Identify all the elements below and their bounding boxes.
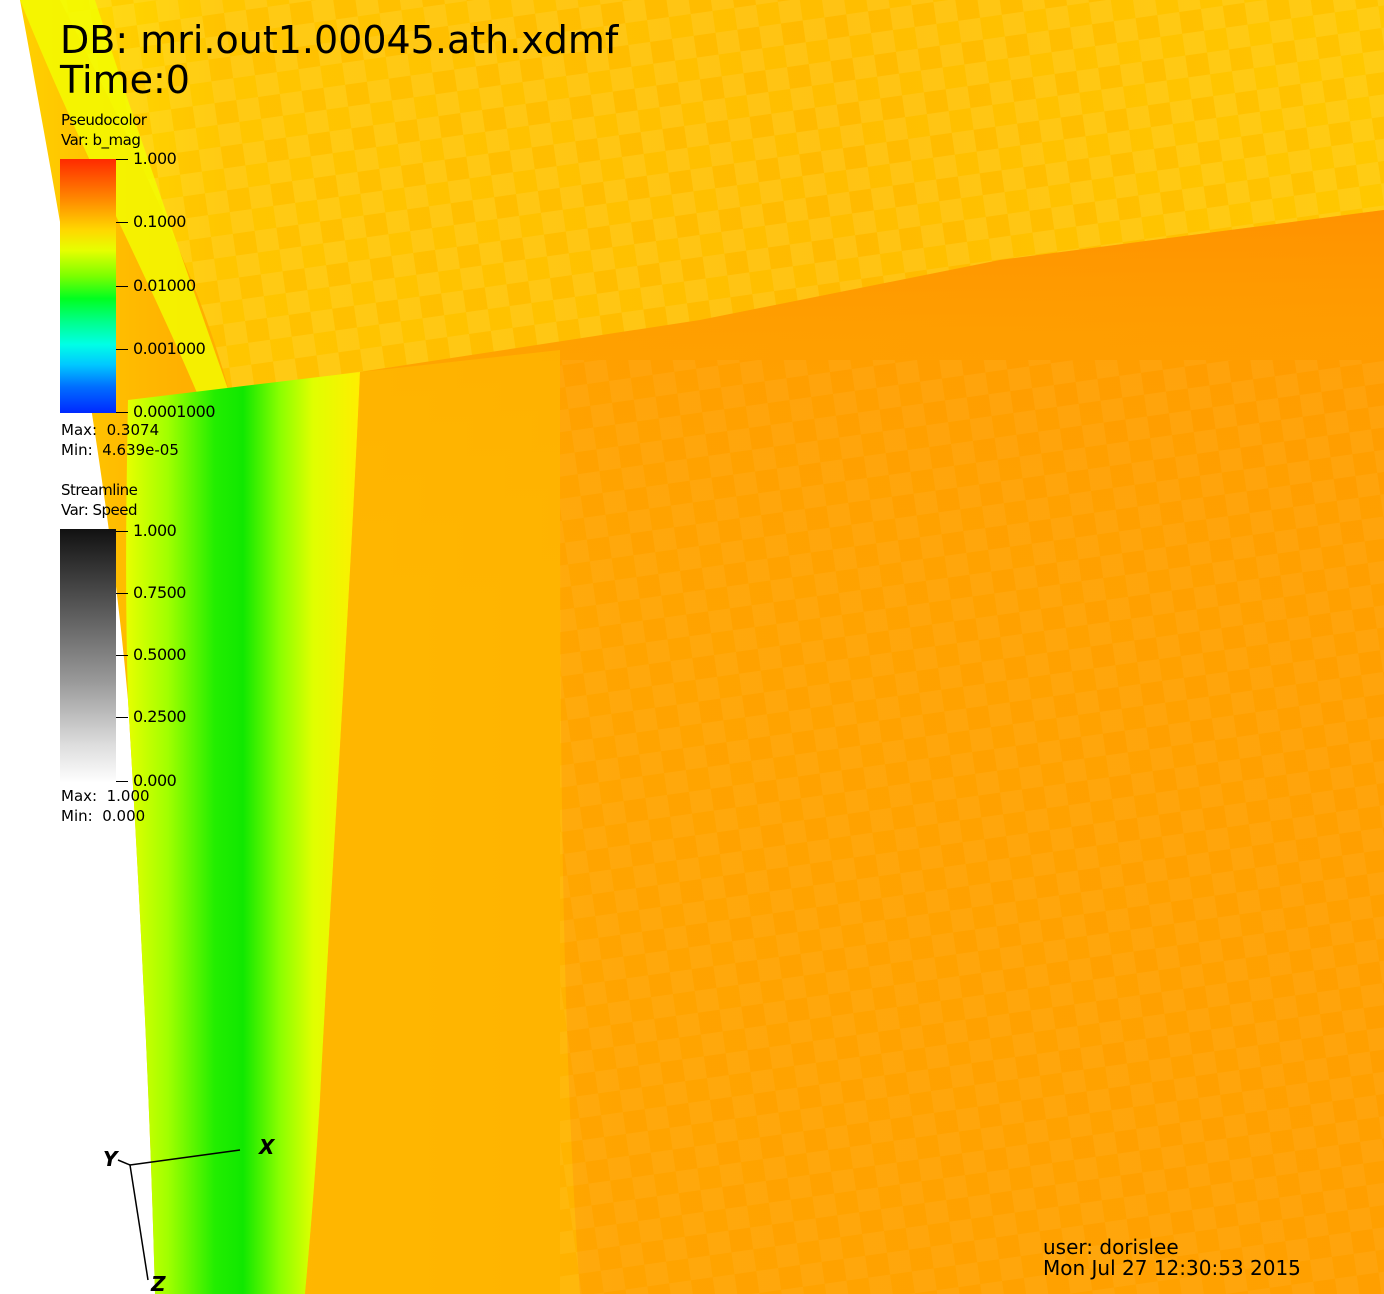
pc-tick-label: 0.1000 <box>133 212 186 231</box>
x-axis-line <box>129 1149 241 1166</box>
sl-max-value: 1.000 <box>106 787 150 805</box>
sl-tick-label: 0.2500 <box>133 707 186 726</box>
pc-tick-mark <box>116 286 128 287</box>
pc-tick-label: 1.000 <box>133 149 177 168</box>
pc-max-caption: Max: <box>61 421 98 439</box>
pc-tick-mark <box>116 412 128 413</box>
sl-max-caption: Max: <box>61 787 98 805</box>
streamline-plot-label: Streamline <box>61 481 138 499</box>
pc-tick-mark <box>116 222 128 223</box>
left-yellow-fringe <box>20 0 230 400</box>
sl-min-caption: Min: <box>61 807 93 825</box>
pc-tick-mark <box>116 159 128 160</box>
y-axis-line <box>117 1159 131 1166</box>
z-axis-label: Z <box>151 1272 166 1294</box>
pc-min-caption: Min: <box>61 441 93 459</box>
sl-tick-label: 1.000 <box>133 521 177 540</box>
sl-max-label: Max: 1.000 <box>61 787 150 805</box>
pseudocolor-colorbar <box>60 159 116 413</box>
time-title: Time:0 <box>60 58 190 102</box>
pc-min-label: Min: 4.639e-05 <box>61 441 179 459</box>
y-axis-label: Y <box>103 1147 118 1171</box>
lower-texture <box>560 360 1384 1294</box>
pseudocolor-plot-label: Pseudocolor <box>61 111 147 129</box>
sl-tick-mark <box>116 717 128 718</box>
timestamp-label: Mon Jul 27 12:30:53 2015 <box>1043 1256 1301 1280</box>
x-axis-label: X <box>259 1135 275 1159</box>
sl-tick-label: 0.7500 <box>133 583 186 602</box>
band-yellow-transition <box>305 350 580 1294</box>
pc-max-value: 0.3074 <box>106 421 160 439</box>
sl-tick-mark <box>116 655 128 656</box>
sl-tick-mark <box>116 781 128 782</box>
z-axis-line <box>129 1164 149 1281</box>
sl-tick-mark <box>116 593 128 594</box>
pc-tick-mark <box>116 349 128 350</box>
database-title: DB: mri.out1.00045.ath.xdmf <box>60 18 619 62</box>
streamline-colorbar <box>60 529 116 783</box>
pc-max-label: Max: 0.3074 <box>61 421 159 439</box>
sl-tick-mark <box>116 531 128 532</box>
green-band <box>126 372 361 1294</box>
pc-tick-label: 0.0001000 <box>133 402 216 421</box>
sl-min-value: 0.000 <box>102 807 146 825</box>
user-label: user: dorislee <box>1043 1235 1179 1259</box>
pc-min-value: 4.639e-05 <box>102 441 179 459</box>
streamline-var-label: Var: Speed <box>61 501 138 519</box>
pc-tick-label: 0.001000 <box>133 339 206 358</box>
sl-tick-label: 0.5000 <box>133 645 186 664</box>
sl-min-label: Min: 0.000 <box>61 807 145 825</box>
sl-tick-label: 0.000 <box>133 771 177 790</box>
upper-checker-texture <box>20 0 1384 395</box>
pc-tick-label: 0.01000 <box>133 276 196 295</box>
axes-triad <box>117 1149 241 1281</box>
pseudocolor-var-label: Var: b_mag <box>61 131 141 149</box>
